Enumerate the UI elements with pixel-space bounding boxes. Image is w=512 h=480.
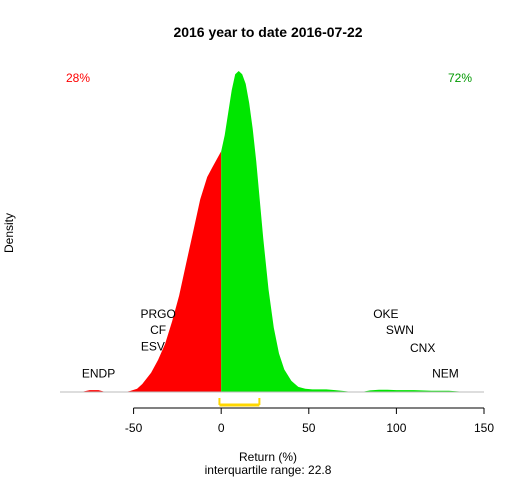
outlier-label-endp: ENDP bbox=[82, 367, 115, 381]
outlier-label-esv: ESV bbox=[141, 339, 165, 353]
plot-area: -50 0 50 100 150 ENDP PRGO CF ESV OKE SWN CNX NEM bbox=[60, 71, 494, 435]
outlier-label-cf: CF bbox=[150, 323, 166, 337]
negative-share-label: 28% bbox=[66, 71, 90, 85]
outlier-label-nem: NEM bbox=[432, 367, 459, 381]
x-tick-label-100: 100 bbox=[386, 421, 406, 435]
iqr-subtitle: interquartile range: 22.8 bbox=[205, 463, 332, 477]
outlier-label-cnx: CNX bbox=[410, 341, 435, 355]
positive-share-label: 72% bbox=[448, 71, 472, 85]
outlier-label-prgo: PRGO bbox=[140, 307, 175, 321]
x-axis-label: Return (%) bbox=[239, 450, 297, 464]
outlier-label-oke: OKE bbox=[373, 307, 398, 321]
negative-density-area bbox=[81, 151, 222, 392]
x-tick-label--50: -50 bbox=[125, 421, 143, 435]
positive-density-area bbox=[221, 71, 467, 392]
y-axis-label: Density bbox=[2, 213, 16, 253]
outlier-label-swn: SWN bbox=[386, 323, 414, 337]
x-tick-label-150: 150 bbox=[474, 421, 494, 435]
chart-title: 2016 year to date 2016-07-22 bbox=[173, 24, 362, 40]
x-tick-label-50: 50 bbox=[302, 421, 316, 435]
x-tick-label-0: 0 bbox=[218, 421, 225, 435]
